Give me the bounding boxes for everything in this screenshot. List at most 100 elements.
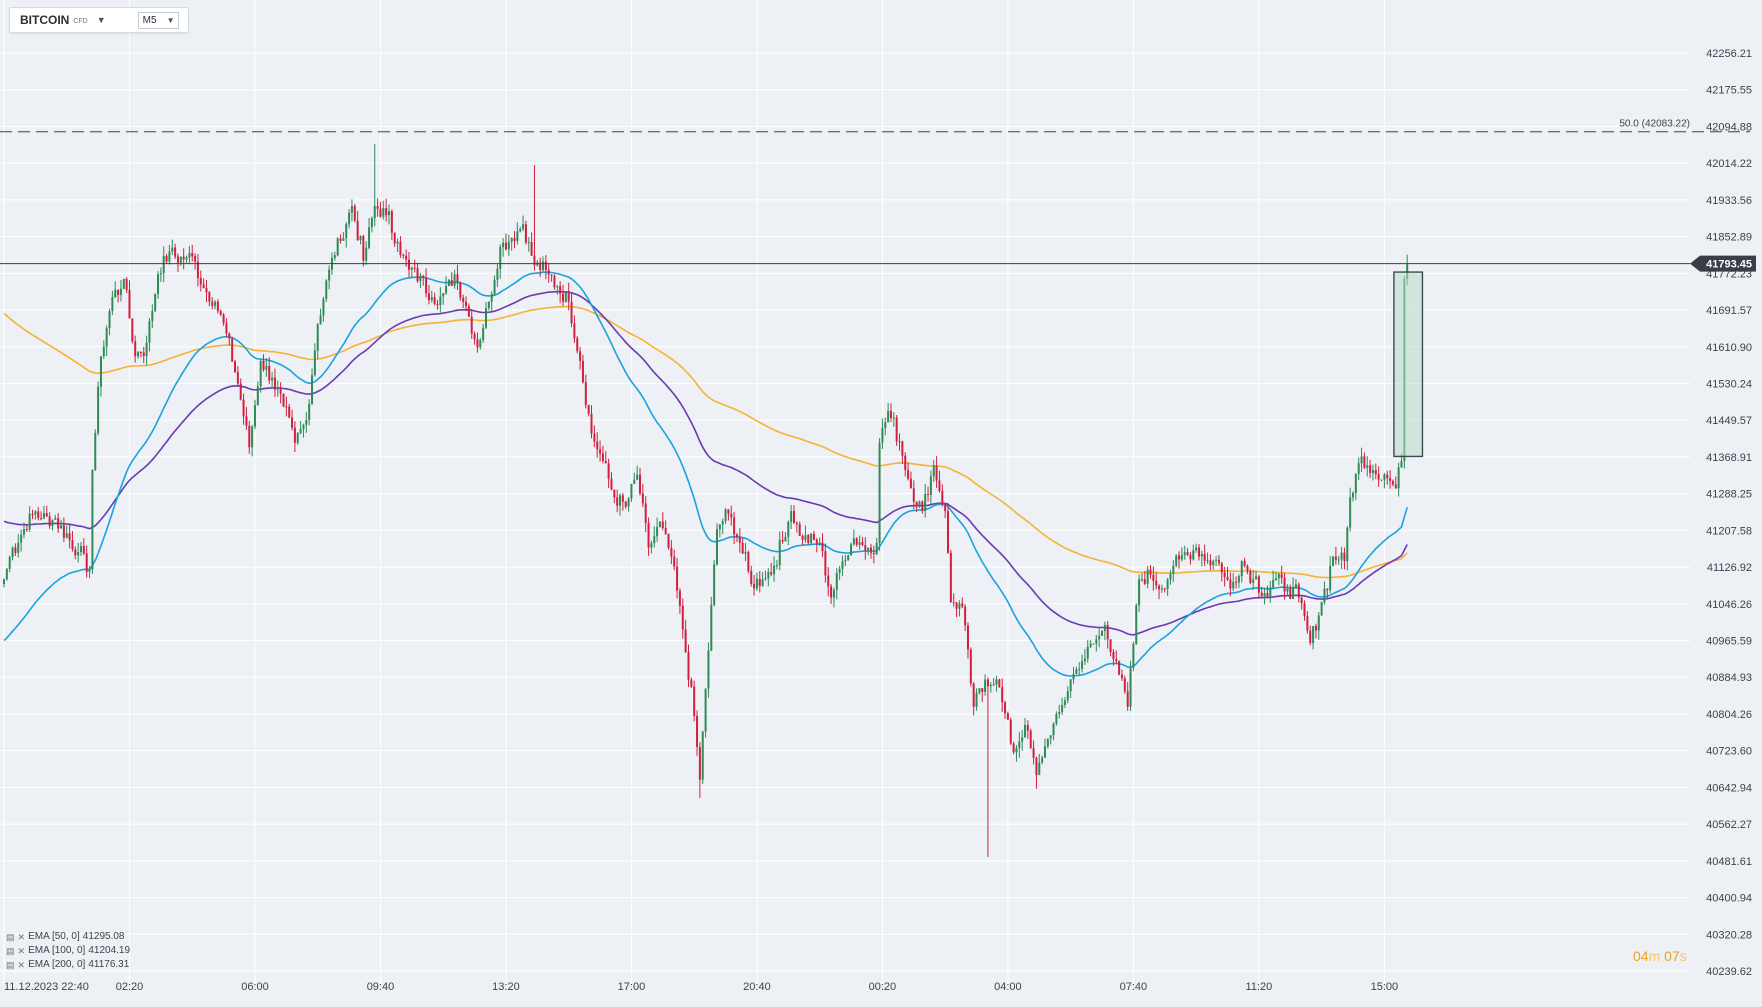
candle	[579, 346, 582, 370]
candle-body	[570, 301, 573, 324]
candle-body	[1240, 561, 1243, 577]
candle	[25, 524, 28, 532]
candle	[638, 467, 641, 496]
candle-body	[1095, 639, 1098, 644]
candle	[764, 570, 767, 581]
candle	[924, 484, 927, 518]
legend-ema100[interactable]: ▤ ✕ EMA [100, 0] 41204.19	[6, 944, 130, 958]
candle	[613, 489, 616, 504]
settings-icon[interactable]: ▤	[6, 960, 15, 970]
candle-body	[94, 433, 97, 471]
candle-body	[467, 306, 470, 317]
last-price-tag-bg	[1690, 255, 1756, 272]
legend-ema50[interactable]: ▤ ✕ EMA [50, 0] 41295.08	[6, 930, 130, 944]
candle	[1095, 634, 1098, 652]
settings-icon[interactable]: ▤	[6, 946, 15, 956]
candle-body	[787, 521, 790, 537]
candle-body	[619, 495, 622, 506]
candle	[48, 512, 51, 529]
candle	[268, 357, 271, 385]
candle	[1283, 572, 1286, 600]
candle-body	[1229, 579, 1232, 589]
candle	[1366, 456, 1369, 477]
candle	[336, 237, 339, 257]
candle	[781, 530, 784, 544]
candle	[1129, 660, 1132, 711]
candle-body	[416, 268, 419, 282]
candle-body	[750, 571, 753, 584]
candle-body	[924, 493, 927, 512]
candle	[1391, 479, 1394, 487]
candle	[1004, 700, 1007, 720]
candle	[416, 262, 419, 283]
chevron-down-icon[interactable]: ▼	[96, 15, 106, 25]
candle-body	[1340, 552, 1343, 560]
candle	[1377, 466, 1380, 487]
close-icon[interactable]: ✕	[17, 946, 26, 956]
candle-body	[1103, 624, 1106, 632]
candle	[1041, 755, 1044, 765]
symbol-name[interactable]: BITCOIN	[20, 13, 70, 27]
candle	[490, 291, 493, 312]
candle-body	[1004, 702, 1007, 714]
candle	[801, 534, 804, 546]
candle-body	[1366, 465, 1369, 468]
candle-body	[1400, 460, 1403, 468]
candle	[51, 519, 54, 531]
candle-body	[328, 269, 331, 281]
candle-body	[1052, 723, 1055, 736]
candle	[137, 350, 140, 359]
timeframe-chevron-icon[interactable]: ▼	[166, 15, 175, 25]
level-label: 50.0 (42083.22)	[1619, 119, 1690, 130]
y-tick-label: 41207.58	[1706, 525, 1752, 537]
close-icon[interactable]: ✕	[17, 960, 26, 970]
candle-body	[784, 536, 787, 542]
candle	[929, 470, 932, 505]
candle-body	[807, 535, 810, 544]
timeframe-select[interactable]: M5 ▼	[137, 11, 180, 29]
candle-body	[878, 442, 881, 543]
legend-ema200-label: EMA [200, 0]	[28, 959, 86, 970]
candle-body	[28, 513, 31, 530]
candle-body	[262, 360, 265, 370]
candle-body	[855, 538, 858, 545]
candle-body	[151, 310, 154, 322]
legend-ema200[interactable]: ▤ ✕ EMA [200, 0] 41176.31	[6, 958, 130, 972]
symbol-selector[interactable]: BITCOIN CFD ▼ M5 ▼	[9, 7, 189, 33]
candle	[1255, 570, 1258, 580]
candle	[1257, 574, 1260, 599]
candle	[624, 500, 627, 509]
candle	[8, 555, 11, 573]
candle-body	[51, 519, 54, 526]
close-icon[interactable]: ✕	[17, 932, 26, 942]
candle	[442, 292, 445, 305]
candle	[761, 572, 764, 587]
candle	[3, 578, 5, 588]
candle	[804, 525, 807, 543]
candle	[1169, 570, 1172, 585]
candle-body	[764, 578, 767, 580]
candle-body	[1354, 473, 1357, 493]
candle-body	[1089, 643, 1092, 647]
candle	[108, 308, 111, 336]
candle	[407, 251, 410, 278]
candle-body	[747, 552, 750, 572]
candle	[901, 440, 904, 464]
candle	[1078, 662, 1081, 676]
candle	[1371, 464, 1374, 481]
candle	[1123, 675, 1126, 694]
candle	[1351, 491, 1354, 502]
candle-body	[972, 683, 975, 707]
candle-body	[1206, 560, 1209, 562]
candle-body	[179, 256, 182, 263]
candle	[1286, 584, 1289, 597]
candle	[1118, 660, 1121, 676]
candle	[1240, 560, 1243, 583]
candle-body	[436, 303, 439, 306]
candle	[1369, 459, 1372, 479]
settings-icon[interactable]: ▤	[6, 932, 15, 942]
candle	[390, 209, 393, 241]
candle-body	[1260, 592, 1263, 597]
